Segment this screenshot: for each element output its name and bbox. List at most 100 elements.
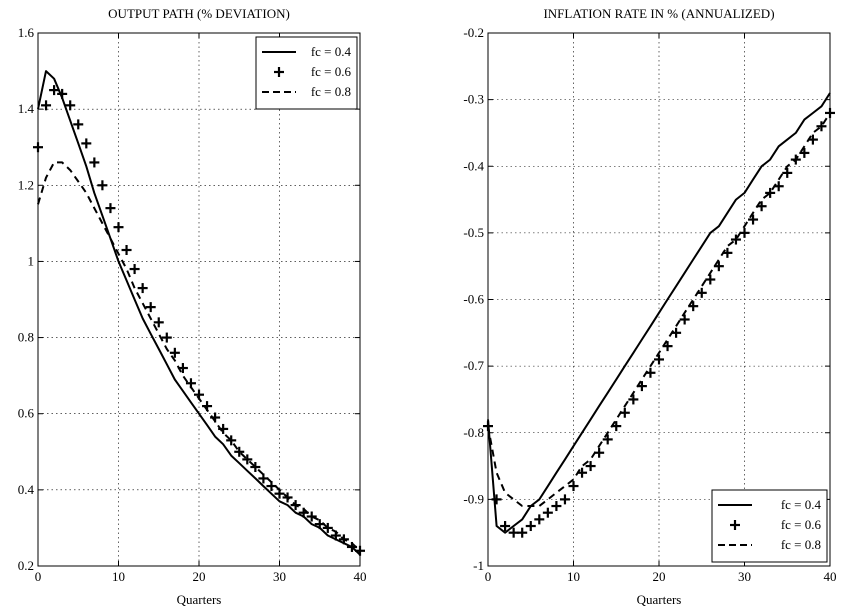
legend: fc = 0.4 fc = 0.6 fc = 0.8 bbox=[711, 489, 828, 563]
data-point bbox=[782, 167, 793, 178]
x-tick-label: 20 bbox=[193, 569, 206, 584]
legend-item: fc = 0.6 bbox=[730, 517, 821, 532]
data-point bbox=[97, 180, 108, 191]
data-point bbox=[568, 481, 579, 492]
y-tick-label: -0.8 bbox=[463, 425, 484, 440]
data-point bbox=[799, 147, 810, 158]
chart-title: OUTPUT PATH (% DEVIATION) bbox=[108, 6, 290, 21]
inflation-rate-chart: INFLATION RATE IN % (ANNUALIZED) 0 10 20 30… bbox=[463, 6, 836, 607]
x-tick-label: 0 bbox=[485, 569, 492, 584]
y-tick-label: 0.6 bbox=[18, 406, 35, 421]
data-point bbox=[129, 264, 140, 275]
plot-frame bbox=[487, 32, 831, 567]
legend-marker bbox=[730, 520, 740, 530]
data-point bbox=[713, 261, 724, 272]
series-fc-0.4-line bbox=[487, 92, 831, 534]
x-tick-label: 30 bbox=[273, 569, 286, 584]
data-point bbox=[602, 434, 613, 445]
series-fc-0.4-line bbox=[37, 70, 361, 556]
data-point bbox=[765, 187, 776, 198]
data-point bbox=[41, 100, 52, 111]
y-tick-label: -0.7 bbox=[463, 358, 484, 373]
data-point bbox=[748, 214, 759, 225]
data-point bbox=[226, 435, 237, 446]
tick-labels: 0 10 20 30 40 0.2 0.4 0.6 0.8 1 1.2 1.4 1.6 bbox=[18, 25, 367, 584]
data-point bbox=[169, 347, 180, 358]
x-axis-label: Quarters bbox=[637, 592, 682, 607]
y-tick-label: -0.6 bbox=[463, 292, 484, 307]
data-point bbox=[242, 454, 253, 465]
data-point bbox=[542, 507, 553, 518]
x-tick-label: 40 bbox=[824, 569, 837, 584]
data-point bbox=[65, 100, 76, 111]
y-tick-label: -0.9 bbox=[463, 491, 484, 506]
series-group bbox=[33, 70, 365, 556]
y-tick-label: 1.2 bbox=[18, 177, 34, 192]
legend-marker bbox=[274, 67, 284, 77]
data-point bbox=[551, 501, 562, 512]
y-tick-label: -0.5 bbox=[463, 225, 484, 240]
legend-item: fc = 0.4 bbox=[262, 44, 351, 59]
y-tick-label: -0.2 bbox=[463, 25, 484, 40]
data-point bbox=[730, 234, 741, 245]
x-tick-label: 0 bbox=[35, 569, 42, 584]
legend-item: fc = 0.4 bbox=[718, 497, 821, 512]
y-tick-label: 0.8 bbox=[18, 330, 34, 345]
data-point bbox=[628, 394, 639, 405]
data-point bbox=[137, 283, 148, 294]
data-point bbox=[153, 317, 164, 328]
data-point bbox=[585, 461, 596, 472]
data-point bbox=[491, 494, 502, 505]
data-point bbox=[121, 245, 132, 256]
data-point bbox=[534, 514, 545, 525]
data-point bbox=[81, 138, 92, 149]
data-point bbox=[559, 494, 570, 505]
legend-label: fc = 0.6 bbox=[781, 517, 822, 532]
legend-item: fc = 0.8 bbox=[262, 84, 351, 99]
legend-label: fc = 0.6 bbox=[311, 64, 352, 79]
y-tick-label: -0.3 bbox=[463, 92, 484, 107]
data-point bbox=[525, 521, 536, 532]
data-point bbox=[517, 527, 528, 538]
data-point bbox=[654, 354, 664, 365]
series-fc-0.6 bbox=[33, 85, 365, 556]
data-point bbox=[161, 332, 172, 343]
data-point bbox=[49, 85, 60, 96]
series-group bbox=[483, 92, 835, 538]
grid bbox=[487, 32, 831, 567]
chart-title: INFLATION RATE IN % (ANNUALIZED) bbox=[543, 6, 774, 21]
legend-label: fc = 0.4 bbox=[311, 44, 352, 59]
legend-label: fc = 0.4 bbox=[781, 497, 822, 512]
x-tick-label: 20 bbox=[653, 569, 666, 584]
plot-frame bbox=[37, 32, 361, 567]
data-point bbox=[73, 119, 84, 130]
legend-item: fc = 0.6 bbox=[274, 64, 351, 79]
data-point bbox=[145, 302, 156, 313]
data-point bbox=[705, 274, 716, 285]
data-point bbox=[816, 121, 827, 132]
y-tick-label: 1.6 bbox=[18, 25, 35, 40]
data-point bbox=[250, 462, 261, 473]
series-fc-0.6 bbox=[483, 107, 835, 538]
data-point bbox=[57, 88, 68, 99]
legend-item: fc = 0.8 bbox=[718, 537, 821, 552]
data-point bbox=[508, 527, 519, 538]
grid bbox=[37, 32, 361, 567]
y-tick-label: -0.4 bbox=[463, 158, 484, 173]
x-axis-label: Quarters bbox=[177, 592, 222, 607]
data-point bbox=[679, 314, 690, 325]
y-tick-label: 0.2 bbox=[18, 558, 34, 573]
data-point bbox=[234, 446, 245, 457]
x-tick-label: 10 bbox=[112, 569, 125, 584]
data-point bbox=[113, 222, 124, 233]
data-point bbox=[105, 203, 116, 214]
legend: fc = 0.4 fc = 0.6 fc = 0.8 bbox=[255, 36, 358, 110]
y-tick-label: -1 bbox=[473, 558, 484, 573]
x-tick-label: 40 bbox=[354, 569, 367, 584]
y-tick-label: 1 bbox=[28, 253, 35, 268]
data-point bbox=[500, 521, 511, 532]
x-tick-label: 30 bbox=[738, 569, 751, 584]
series-fc-0.8-line bbox=[487, 112, 831, 507]
data-point bbox=[306, 511, 317, 522]
